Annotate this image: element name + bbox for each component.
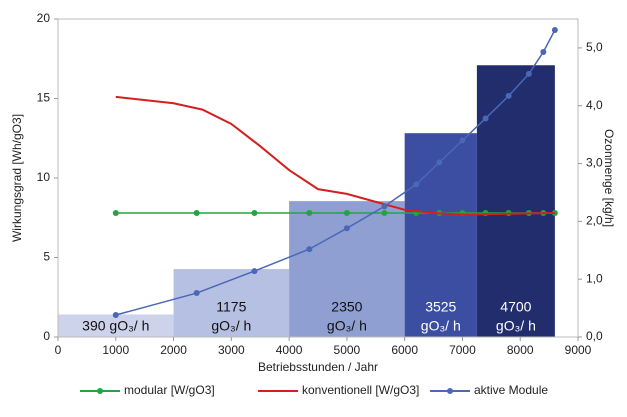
y2-axis-title: Ozonmenge [kg/h] bbox=[602, 129, 616, 227]
y-tick-label: 15 bbox=[37, 91, 51, 105]
x-axis-title: Betriebsstunden / Jahr bbox=[258, 360, 378, 374]
point bbox=[436, 159, 443, 166]
point bbox=[381, 203, 388, 210]
data-label: 4700 bbox=[500, 299, 531, 315]
legend-label: modular [W/gO3] bbox=[124, 383, 215, 397]
point bbox=[193, 209, 200, 216]
data-label: gO₃/ h bbox=[327, 318, 367, 334]
point bbox=[306, 246, 313, 253]
y-tick-label: 0 bbox=[43, 329, 50, 343]
point bbox=[505, 92, 512, 99]
line-series bbox=[115, 95, 555, 216]
point bbox=[112, 312, 119, 319]
y2-tick-label: 5,0 bbox=[586, 40, 603, 54]
x-tick-label: 4000 bbox=[276, 343, 303, 357]
bar bbox=[289, 201, 405, 337]
point bbox=[381, 209, 388, 216]
data-label: gO₃/ h bbox=[421, 318, 461, 334]
x-tick-label: 1000 bbox=[102, 343, 129, 357]
point bbox=[343, 225, 350, 232]
point bbox=[306, 209, 313, 216]
point bbox=[459, 137, 466, 144]
x-tick-label: 9000 bbox=[565, 343, 592, 357]
x-tick-label: 8000 bbox=[507, 343, 534, 357]
data-label: 390 gO₃/ h bbox=[82, 318, 149, 334]
point bbox=[251, 268, 258, 275]
line-series bbox=[115, 29, 556, 316]
data-label: gO₃/ h bbox=[496, 318, 536, 334]
bar bbox=[476, 65, 555, 337]
point bbox=[251, 209, 258, 216]
data-label: 2350 bbox=[331, 299, 362, 315]
x-tick-label: 6000 bbox=[391, 343, 418, 357]
point bbox=[193, 290, 200, 297]
point bbox=[540, 48, 547, 55]
point bbox=[551, 26, 558, 33]
x-tick-label: 7000 bbox=[449, 343, 476, 357]
legend-item: modular [W/gO3] bbox=[80, 383, 215, 397]
x-tick-label: 5000 bbox=[334, 343, 361, 357]
legend-marker bbox=[97, 388, 103, 394]
legend-item: aktive Module bbox=[430, 383, 548, 397]
y2-tick-label: 2,0 bbox=[586, 214, 603, 228]
y2-tick-label: 4,0 bbox=[586, 98, 603, 112]
y-tick-label: 5 bbox=[43, 250, 50, 264]
y2-tick-label: 0,0 bbox=[586, 329, 603, 343]
point bbox=[482, 115, 489, 122]
y-axis-title: Wirkungsgrad [Wh/gO3] bbox=[10, 114, 24, 242]
point bbox=[112, 209, 119, 216]
point bbox=[413, 181, 420, 188]
y-tick-label: 10 bbox=[37, 170, 51, 184]
point bbox=[525, 70, 532, 77]
y-tick-label: 20 bbox=[37, 11, 51, 25]
data-label: gO₃/ h bbox=[211, 318, 251, 334]
x-tick-label: 2000 bbox=[160, 343, 187, 357]
legend-label: konventionell [W/gO3] bbox=[302, 383, 419, 397]
x-tick-label: 3000 bbox=[218, 343, 245, 357]
bar bbox=[404, 133, 477, 337]
data-label: 3525 bbox=[425, 299, 456, 315]
point bbox=[343, 209, 350, 216]
data-label: 1175 bbox=[216, 299, 246, 315]
legend-item: konventionell [W/gO3] bbox=[258, 383, 419, 397]
y2-tick-label: 1,0 bbox=[586, 271, 603, 285]
legend-marker bbox=[447, 388, 453, 394]
bar bbox=[58, 314, 174, 337]
x-tick-label: 0 bbox=[55, 343, 62, 357]
legend-label: aktive Module bbox=[474, 383, 548, 397]
y2-tick-label: 3,0 bbox=[586, 156, 603, 170]
